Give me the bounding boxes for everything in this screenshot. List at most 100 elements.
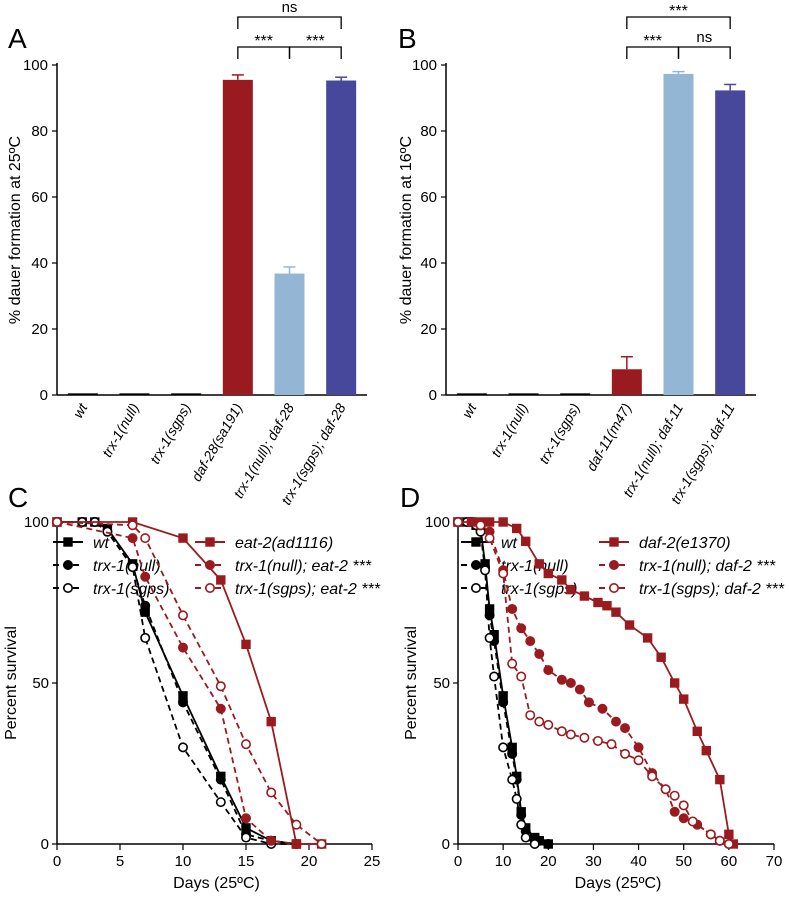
x-tick-label: 0 [454,853,462,870]
data-point [566,584,576,595]
data-point [241,813,252,824]
data-point [516,819,527,830]
data-point [507,774,518,785]
panel-b: B 0 20 40 60 80 100 % dauer formation at 16ºC wt… [398,3,756,507]
bar [456,393,487,395]
data-point [484,533,495,544]
data-point [633,755,644,766]
data-point [51,516,62,527]
significance-bracket [626,16,731,29]
data-point [127,520,138,531]
bar [222,79,253,395]
panel-a: A 0 20 40 60 80 100 % dauer formation at 25ºC wt… [7,0,367,508]
data-point [241,832,252,843]
data-point [127,562,138,573]
data-point [557,575,567,585]
legend-entry: trx-1(sgps) [501,581,577,598]
legend-entry: trx-1(null); eat-2 *** [235,558,372,575]
data-point [178,697,189,708]
legend-entry: trx-1(sgps); eat-2 *** [235,581,381,598]
data-point [574,684,585,695]
significance-label: ns [696,29,712,46]
series-line [457,521,730,845]
data-point [534,559,544,569]
significance-bracket [288,46,342,59]
data-point [678,800,689,811]
data-point [597,703,608,714]
data-point [484,517,495,527]
x-tick-label: 60 [721,853,738,870]
y-tick-label: 80 [420,123,437,140]
x-axis-title: Days (25ºC) [173,875,260,892]
panel-d: Dwttrx-1(null)trx-1(sgps)daf-2(e1370)trx… [400,482,785,892]
data-point [529,838,540,849]
data-point [583,697,594,708]
y-tick-label: 0 [40,387,48,404]
data-point [669,678,680,688]
x-axis-title: Days (25ºC) [575,875,662,892]
data-point [647,771,658,782]
y-axis-title: % dauer formation at 25ºC [7,136,24,324]
x-tick-label: 10 [175,853,192,870]
data-point [178,642,189,653]
data-point [543,838,554,849]
bar [715,90,746,395]
y-tick-label: 40 [420,255,437,272]
data-point [525,710,536,721]
data-point [291,838,302,849]
data-point [241,639,251,650]
data-point [507,658,518,669]
data-point [484,610,495,621]
legend-entry: eat-2(ad1116) [235,535,333,552]
category-label: daf-28(sa191) [188,401,245,484]
bar [611,369,642,395]
y-tick-label: 100 [24,514,49,531]
data-point [215,703,226,714]
data-point [266,716,276,727]
data-point [705,829,716,840]
data-point [498,568,509,579]
legend-marker [470,559,481,570]
bar [663,73,694,395]
panel-letter: A [8,23,27,54]
data-point [489,671,500,682]
data-point [521,536,531,547]
series [51,516,327,849]
data-point [178,742,189,753]
legend-marker [609,537,619,547]
legend-entry: trx-1(sgps) [93,581,169,598]
data-point [602,601,612,611]
legend-marker [62,559,73,570]
bar [274,273,305,395]
y-tick-label: 0 [41,836,49,853]
legend-marker [608,582,619,593]
data-point [498,697,509,708]
significance-bracket [237,16,342,29]
bar [326,80,357,395]
data-point [620,748,631,759]
data-point [498,742,509,753]
data-point [660,784,671,795]
data-point [534,716,545,727]
x-tick-label: 10 [495,853,512,870]
legend-entry: trx-1(null); daf-2 *** [639,558,776,575]
category-label: trx-1(sgps) [146,401,193,467]
data-point [565,729,576,740]
data-point [215,681,226,692]
x-tick-label: 70 [766,853,783,870]
category-label: wt [70,400,91,421]
data-point [215,774,226,785]
data-point [102,526,113,537]
legend-entry: trx-1(sgps); daf-2 *** [639,581,785,598]
data-point [556,674,567,685]
category-label: trx-1(sgps) [535,401,582,467]
x-tick-label: 20 [540,853,557,870]
data-point [606,739,617,750]
y-axis-title: Percent survival [3,626,20,740]
data-point [715,774,725,785]
data-point [556,726,567,737]
data-point [127,533,138,544]
legend-entry: wt [93,535,110,552]
category-label: wt [459,400,480,421]
